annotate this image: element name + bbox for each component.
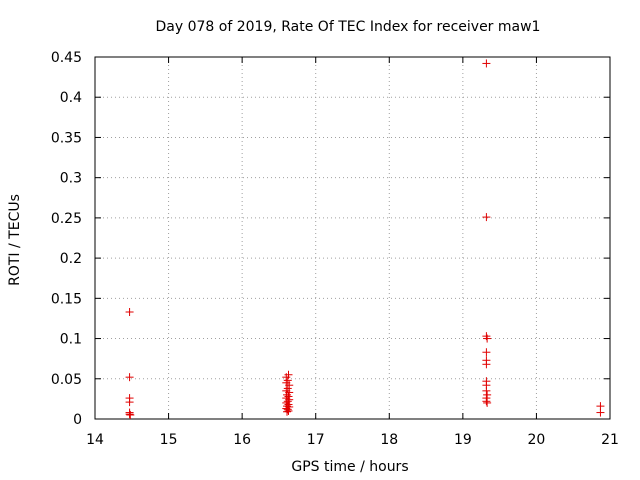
axis-ticks bbox=[94, 56, 611, 420]
y-tick-label: 0.25 bbox=[51, 211, 82, 227]
y-tick-label: 0.35 bbox=[51, 130, 82, 146]
y-tick-label: 0.05 bbox=[51, 372, 82, 388]
plot-frame bbox=[94, 56, 611, 420]
y-tick-label: 0.2 bbox=[60, 251, 82, 267]
x-tick-label: 19 bbox=[454, 432, 472, 448]
x-tick-label: 20 bbox=[528, 432, 546, 448]
y-tick-label: 0.45 bbox=[51, 50, 82, 66]
data-point bbox=[126, 410, 135, 419]
y-tick-label: 0.1 bbox=[60, 332, 82, 348]
x-tick-labels: 14 15 16 17 18 19 20 21 bbox=[86, 432, 619, 448]
data-point bbox=[482, 213, 491, 222]
y-tick-label: 0 bbox=[73, 412, 82, 428]
data-point bbox=[483, 334, 492, 343]
data-point bbox=[283, 407, 292, 416]
y-tick-labels: 0 0.05 0.1 0.15 0.2 0.25 0.3 0.35 0.4 0.45 bbox=[51, 50, 82, 428]
y-tick-label: 0.15 bbox=[51, 291, 82, 307]
data-point bbox=[483, 390, 492, 399]
data-point bbox=[125, 398, 134, 407]
data-point bbox=[283, 390, 292, 399]
data-point bbox=[284, 406, 293, 415]
x-tick-label: 15 bbox=[160, 432, 178, 448]
data-point bbox=[483, 398, 492, 407]
x-axis-label: GPS time / hours bbox=[291, 459, 408, 475]
chart-title: Day 078 of 2019, Rate Of TEC Index for r… bbox=[156, 19, 541, 35]
y-axis-label: ROTI / TECUs bbox=[7, 194, 23, 286]
data-point bbox=[283, 397, 292, 406]
y-tick-label: 0.3 bbox=[60, 171, 82, 187]
data-point bbox=[482, 360, 491, 369]
x-tick-label: 16 bbox=[233, 432, 251, 448]
data-point bbox=[482, 59, 491, 68]
data-point bbox=[482, 397, 491, 406]
data-point bbox=[596, 408, 605, 417]
x-tick-label: 18 bbox=[380, 432, 398, 448]
data-point bbox=[284, 370, 293, 379]
grid-lines bbox=[95, 57, 610, 419]
y-tick-label: 0.4 bbox=[60, 90, 82, 106]
data-point bbox=[482, 348, 491, 357]
x-tick-label: 21 bbox=[601, 432, 619, 448]
data-point bbox=[125, 373, 134, 382]
data-point bbox=[125, 410, 134, 419]
data-point bbox=[125, 308, 134, 317]
x-tick-label: 17 bbox=[307, 432, 325, 448]
x-tick-label: 14 bbox=[86, 432, 104, 448]
data-point bbox=[285, 381, 294, 390]
data-point bbox=[482, 386, 491, 395]
data-points bbox=[125, 59, 605, 419]
